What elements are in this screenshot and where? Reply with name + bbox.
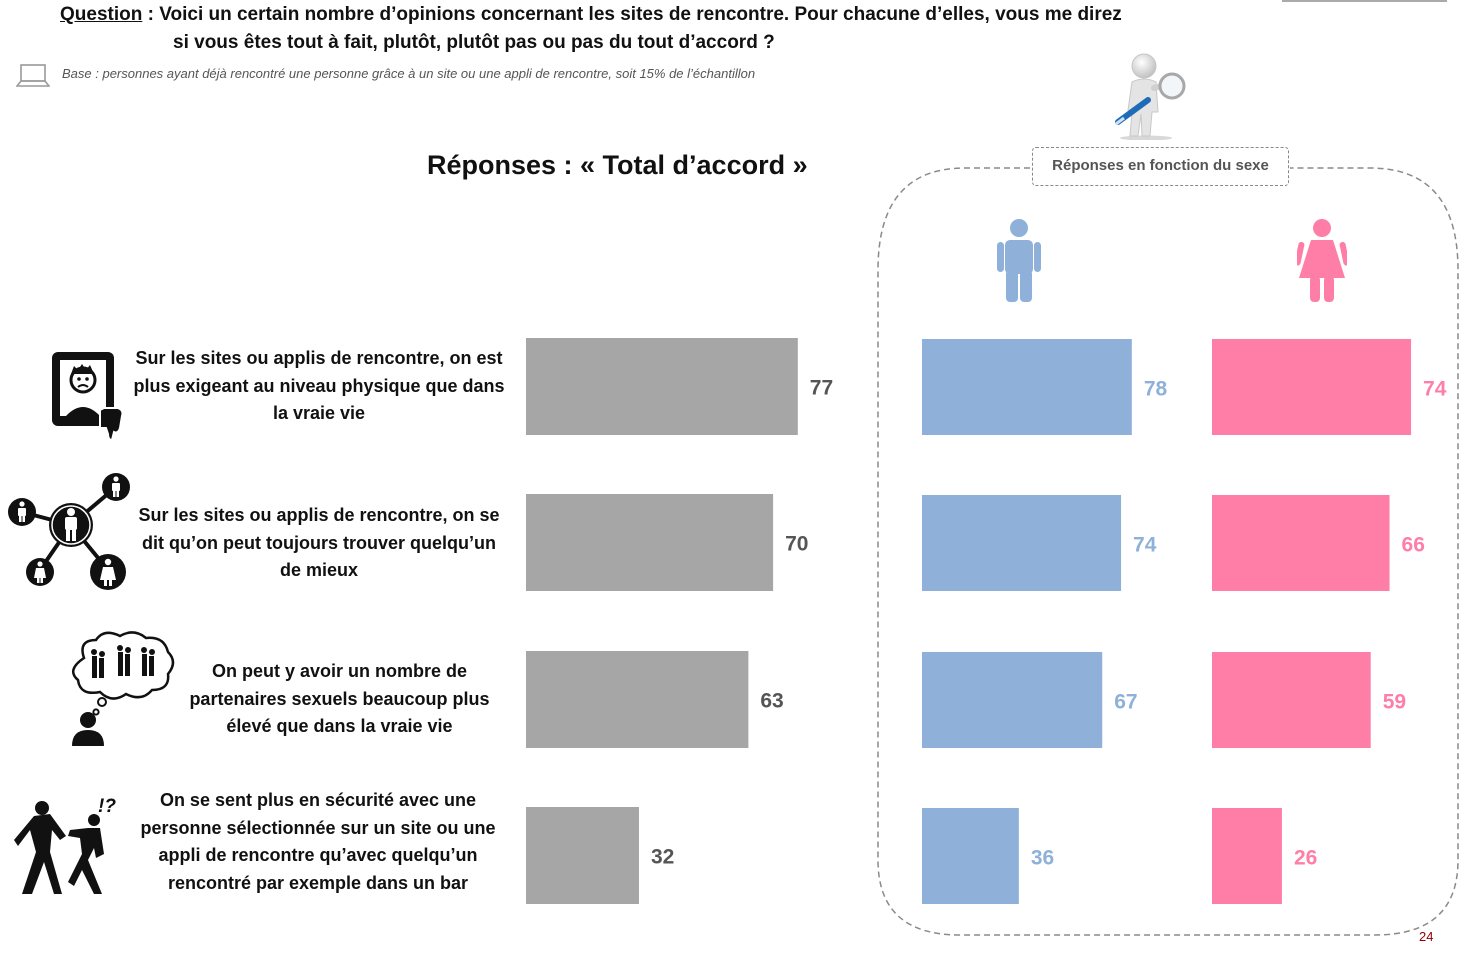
- statement-2: Sur les sites ou applis de rencontre, on…: [138, 505, 500, 580]
- aggressor-victim-icon: !?: [14, 796, 116, 894]
- value-label-women-1: 74: [1423, 378, 1447, 401]
- network-people-icon: [8, 473, 130, 590]
- question-line-1: Question : Voici un certain nombre d’opi…: [60, 4, 1122, 26]
- page-number: 24: [1419, 929, 1434, 944]
- bar-women-1: [1212, 339, 1412, 435]
- bar-men-1: [922, 339, 1132, 435]
- value-label-women-4: 26: [1294, 847, 1317, 870]
- value-label-total-2: 70: [785, 533, 808, 556]
- value-label-men-4: 36: [1031, 847, 1054, 870]
- statement-3: On peut y avoir un nombre de partenaires…: [189, 661, 490, 736]
- value-label-men-3: 67: [1114, 691, 1137, 714]
- bar-women-3: [1212, 652, 1371, 748]
- value-label-men-1: 78: [1144, 378, 1168, 401]
- man-icon: [997, 219, 1041, 302]
- base-note: Base : personnes ayant déjà rencontré un…: [62, 66, 756, 81]
- value-label-total-3: 63: [760, 690, 783, 713]
- bar-total-1: [526, 338, 798, 435]
- value-label-women-3: 59: [1383, 691, 1406, 714]
- gender-panel-frame: [877, 167, 1459, 936]
- svg-text:!?: !?: [98, 796, 116, 817]
- bar-total-3: [526, 651, 749, 748]
- gender-panel-title: Réponses en fonction du sexe: [1032, 147, 1289, 186]
- statement-4: On se sent plus en sécurité avec une per…: [140, 790, 496, 893]
- question-line-2: si vous êtes tout à fait, plutôt, plutôt…: [173, 32, 775, 53]
- bar-women-4: [1212, 808, 1282, 904]
- value-label-total-1: 77: [810, 377, 833, 400]
- thought-bubble-couples-icon: [71, 631, 175, 746]
- top-right-rule: [1282, 0, 1447, 2]
- chart-title: Réponses : « Total d’accord »: [427, 150, 808, 180]
- phone-selfie-thumbs-down-icon: [52, 352, 124, 440]
- bar-total-4: [526, 807, 639, 904]
- bar-total-2: [526, 494, 774, 591]
- question-text-1: : Voici un certain nombre d’opinions con…: [142, 4, 1122, 25]
- bar-women-2: [1212, 495, 1390, 591]
- magnifier-figure-icon: [1115, 53, 1186, 140]
- value-label-women-2: 66: [1402, 534, 1425, 557]
- bar-men-4: [922, 808, 1019, 904]
- value-label-total-4: 32: [651, 846, 674, 869]
- question-label: Question: [60, 4, 143, 25]
- laptop-icon: [16, 64, 50, 87]
- bar-men-2: [922, 495, 1122, 591]
- statement-1: Sur les sites ou applis de rencontre, on…: [133, 348, 505, 423]
- value-label-men-2: 74: [1133, 534, 1157, 557]
- bar-men-3: [922, 652, 1103, 748]
- woman-icon: [1297, 219, 1347, 302]
